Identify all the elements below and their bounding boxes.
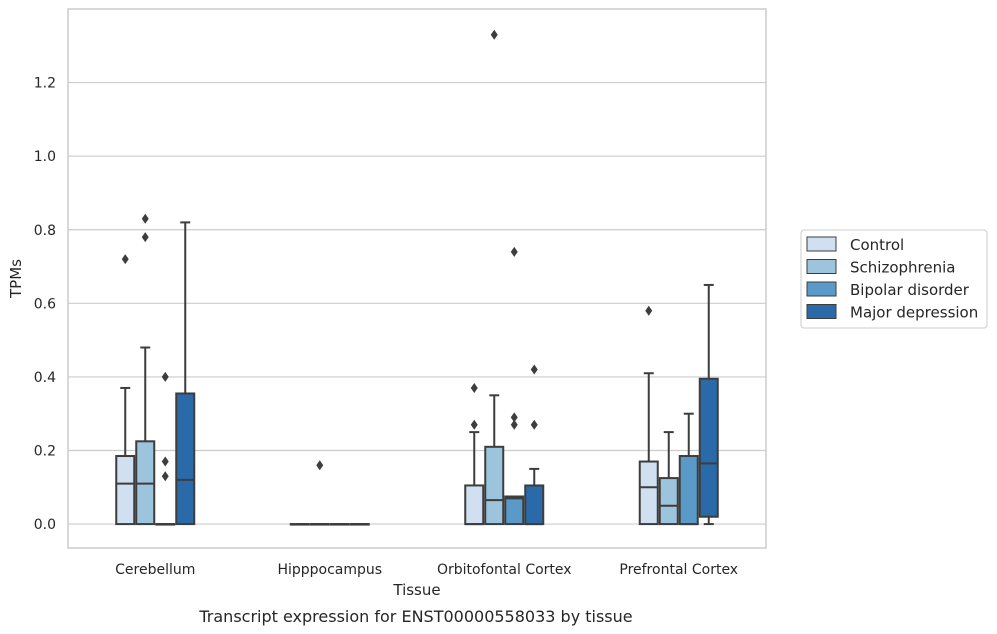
box-body xyxy=(524,484,545,526)
box-schizophrenia xyxy=(309,460,330,526)
x-axis-label: Tissue xyxy=(392,581,440,599)
legend-swatch xyxy=(806,259,837,274)
outlier-point xyxy=(161,456,169,467)
y-axis-label: TPMs xyxy=(7,259,25,299)
legend-entry: Bipolar disorder xyxy=(850,281,970,299)
outlier-point xyxy=(161,371,169,382)
outlier-point xyxy=(470,419,478,430)
legend-swatch xyxy=(806,236,837,252)
box-control xyxy=(638,305,659,526)
box-schizophrenia xyxy=(484,29,505,526)
legend-swatch xyxy=(806,304,837,319)
outlier-point xyxy=(530,364,538,375)
outlier-point xyxy=(141,213,149,224)
chart-caption: Transcript expression for ENST0000055803… xyxy=(198,607,632,626)
y-tick-label: 0.8 xyxy=(34,223,56,239)
box-bipolar-disorder xyxy=(504,246,525,526)
legend-entry: Schizophrenia xyxy=(850,259,955,277)
box-body xyxy=(678,455,699,526)
y-tick-label: 0.6 xyxy=(34,296,56,312)
outlier-point xyxy=(645,305,653,316)
x-tick-label: Prefrontal Cortex xyxy=(619,562,738,578)
box-schizophrenia xyxy=(135,213,156,526)
box-body xyxy=(464,484,485,526)
box-control xyxy=(464,382,485,526)
box-control xyxy=(115,254,136,526)
outlier-point xyxy=(510,246,518,257)
y-tick-label: 1.0 xyxy=(34,149,56,165)
legend-entry: Control xyxy=(850,236,904,254)
legend-frame xyxy=(800,229,988,329)
box-bipolar-disorder xyxy=(155,371,176,526)
y-tick-label: 0.4 xyxy=(34,370,56,386)
legend: Control Schizophrenia Bipolar disorder Majo… xyxy=(800,229,988,329)
box-schizophrenia xyxy=(658,431,679,526)
box-body xyxy=(698,377,719,518)
box-body xyxy=(175,392,196,526)
x-tick-labels: Cerebellum Hipppocampus Orbitofontal Corte… xyxy=(115,562,738,578)
box-bipolar-disorder xyxy=(329,523,350,526)
outlier-point xyxy=(470,382,478,393)
grid-lines xyxy=(68,81,766,525)
outlier-point xyxy=(490,29,498,40)
box-body xyxy=(638,460,659,526)
x-tick-label: Hipppocampus xyxy=(277,562,382,578)
plot-frame xyxy=(67,8,767,549)
box-body xyxy=(484,445,505,526)
box-bipolar-disorder xyxy=(678,412,699,526)
box-major-depression xyxy=(524,364,545,526)
outlier-point xyxy=(316,460,324,471)
y-tick-label: 0.0 xyxy=(34,517,56,533)
outlier-point xyxy=(141,232,149,243)
y-tick-labels: 0.0 0.2 0.4 0.6 0.8 1.0 1.2 xyxy=(34,76,56,534)
outlier-point xyxy=(510,419,518,430)
box-body xyxy=(658,477,679,526)
outlier-point xyxy=(121,254,129,265)
box-major-depression xyxy=(349,523,370,526)
x-tick-label: Orbitofontal Cortex xyxy=(437,562,572,578)
legend-swatch xyxy=(806,281,837,297)
outlier-point xyxy=(530,419,538,430)
outlier-point xyxy=(161,471,169,482)
x-tick-label: Cerebellum xyxy=(115,562,195,578)
boxes xyxy=(115,29,719,526)
box-body xyxy=(115,455,136,526)
y-tick-label: 0.2 xyxy=(34,444,56,460)
box-body xyxy=(504,495,525,526)
legend-entry: Major depression xyxy=(850,304,978,322)
box-major-depression xyxy=(175,221,196,526)
box-major-depression xyxy=(698,283,719,526)
box-control xyxy=(289,523,310,526)
outlier-point xyxy=(510,412,518,423)
y-tick-label: 1.2 xyxy=(34,76,56,92)
